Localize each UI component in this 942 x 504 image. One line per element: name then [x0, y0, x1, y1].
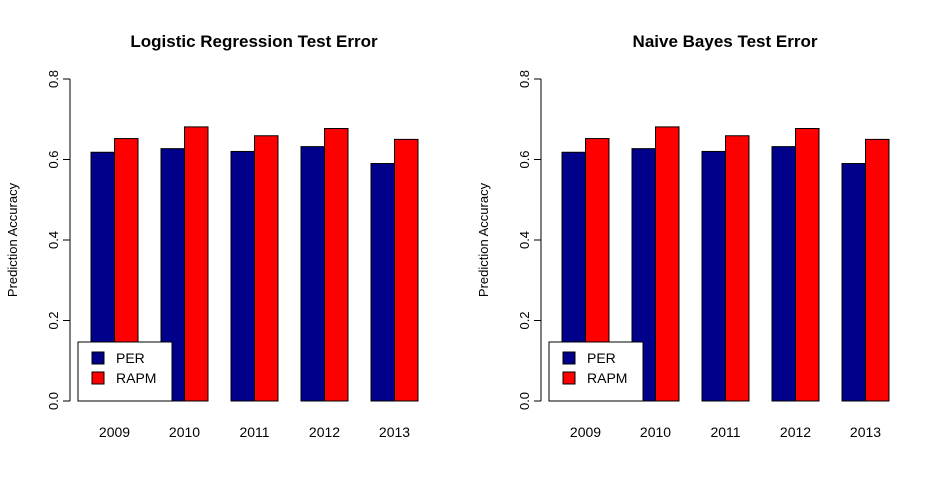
y-tick-label: 0.2	[46, 311, 61, 329]
bar-per-2013	[370, 163, 395, 402]
x-tick-label: 2009	[570, 424, 601, 440]
bar-rapm-2013	[865, 138, 890, 402]
y-tick-label: 0.0	[46, 392, 61, 410]
x-tick-label: 2012	[309, 424, 340, 440]
legend: PER RAPM	[548, 341, 644, 402]
y-tick-label: 0.8	[46, 70, 61, 88]
x-tick-label: 2010	[169, 424, 200, 440]
bar-per-2011	[230, 150, 255, 402]
bar-per-2012	[771, 146, 796, 402]
legend-swatch-rapm	[91, 371, 105, 385]
bar-rapm-2012	[795, 128, 820, 402]
legend-swatch-per	[562, 351, 576, 365]
bar-rapm-2013	[394, 138, 419, 402]
y-tick-label: 0.0	[517, 392, 532, 410]
x-tick-label: 2012	[780, 424, 811, 440]
x-tick-label: 2011	[710, 424, 740, 440]
legend: PER RAPM	[77, 341, 173, 402]
legend-label-rapm: RAPM	[116, 370, 156, 386]
legend-swatch-rapm	[562, 371, 576, 385]
y-axis-label: Prediction Accuracy	[476, 182, 491, 297]
legend-label-per: PER	[587, 350, 616, 366]
x-tick-label: 2011	[239, 424, 269, 440]
y-tick-label: 0.8	[517, 70, 532, 88]
bar-rapm-2012	[324, 128, 349, 402]
bar-per-2011	[701, 150, 726, 402]
bar-rapm-2010	[655, 126, 680, 402]
bar-rapm-2010	[184, 126, 209, 402]
legend-label-rapm: RAPM	[587, 370, 627, 386]
bar-per-2013	[841, 163, 866, 402]
bar-per-2012	[300, 146, 325, 402]
chart-panel-1: Logistic Regression Test Error Prediction…	[5, 32, 419, 440]
x-tick-label: 2013	[379, 424, 410, 440]
chart-title: Logistic Regression Test Error	[130, 32, 378, 51]
y-axis-label: Prediction Accuracy	[5, 182, 20, 297]
chart-title: Naive Bayes Test Error	[633, 32, 818, 51]
x-tick-label: 2010	[640, 424, 671, 440]
y-tick-label: 0.6	[517, 150, 532, 168]
y-tick-label: 0.4	[46, 231, 61, 249]
bar-rapm-2011	[254, 135, 279, 402]
y-tick-label: 0.6	[46, 150, 61, 168]
y-tick-label: 0.2	[517, 311, 532, 329]
x-tick-label: 2009	[99, 424, 130, 440]
bar-rapm-2011	[725, 135, 750, 402]
y-tick-label: 0.4	[517, 231, 532, 249]
legend-label-per: PER	[116, 350, 145, 366]
x-tick-label: 2013	[850, 424, 881, 440]
legend-swatch-per	[91, 351, 105, 365]
chart-panel-2: Naive Bayes Test Error Prediction Accurac…	[476, 32, 890, 440]
